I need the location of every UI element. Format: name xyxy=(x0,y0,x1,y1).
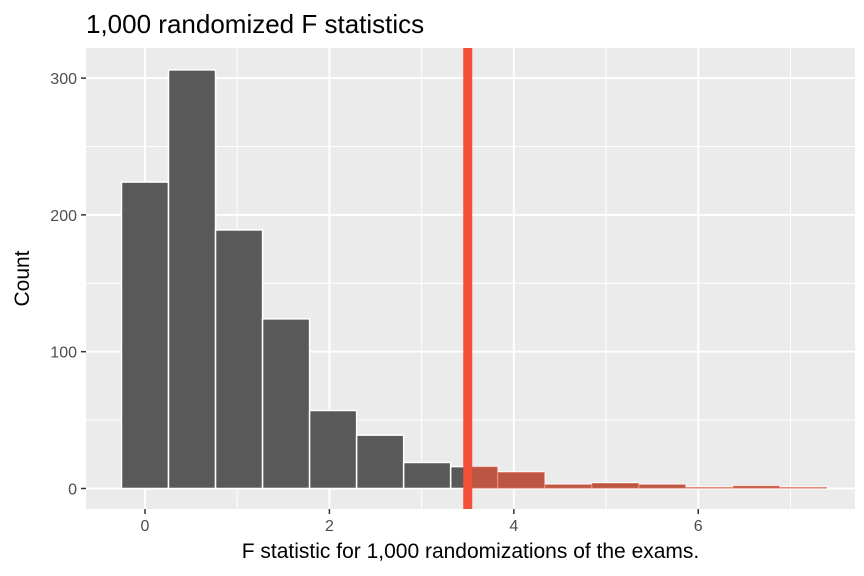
shaded-bar xyxy=(467,466,498,489)
shaded-bar xyxy=(638,484,686,489)
y-tick-label: 200 xyxy=(50,208,77,225)
y-tick-label: 300 xyxy=(50,71,77,88)
shaded-bar xyxy=(732,485,780,489)
x-tick-label: 2 xyxy=(325,518,334,535)
x-tick-label: 0 xyxy=(141,518,150,535)
shaded-bar xyxy=(497,472,545,489)
shaded-bar xyxy=(591,483,639,489)
observed-statistic xyxy=(463,48,827,509)
histogram-bar xyxy=(261,318,311,490)
histogram-bar xyxy=(308,409,358,490)
x-axis-title: F statistic for 1,000 randomizations of … xyxy=(242,540,700,563)
histogram-bar xyxy=(355,434,405,490)
y-tick-label: 100 xyxy=(50,345,77,362)
shaded-bar xyxy=(685,487,733,489)
histogram-bar xyxy=(167,69,217,490)
y-tick-label: 0 xyxy=(68,481,77,498)
histogram-bar xyxy=(120,181,170,490)
x-tick-label: 6 xyxy=(694,518,703,535)
histogram-bars xyxy=(120,69,828,490)
x-tick-label: 4 xyxy=(509,518,518,535)
histogram-bar xyxy=(214,229,264,490)
y-axis-title: Count xyxy=(11,250,34,306)
shaded-bar xyxy=(779,487,827,489)
histogram-bar xyxy=(402,461,452,490)
axes: 0 2 4 6 0 100 200 300 xyxy=(50,71,702,535)
chart-title: 1,000 randomized F statistics xyxy=(86,9,424,39)
shaded-bar xyxy=(544,484,592,489)
